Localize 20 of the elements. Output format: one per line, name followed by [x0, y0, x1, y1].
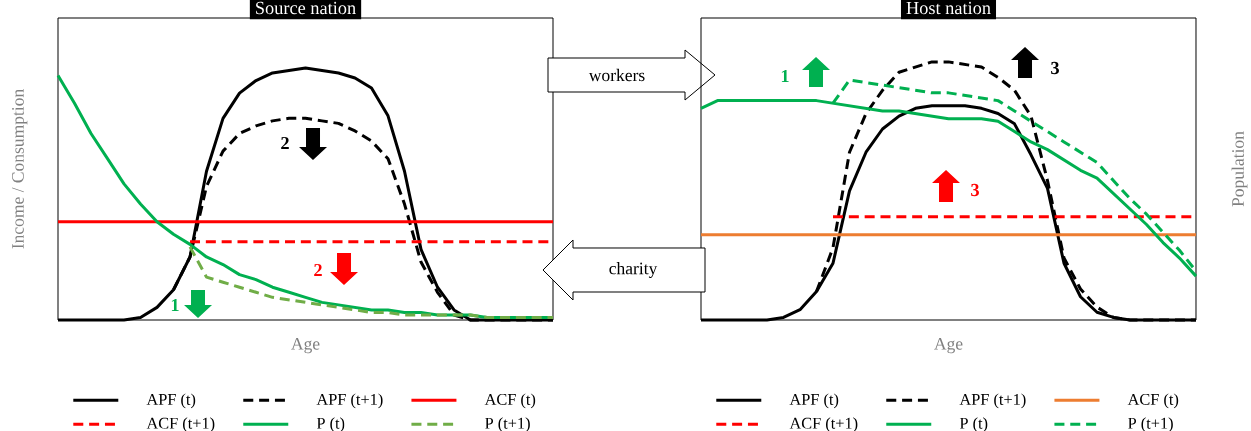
legend-label: APF (t) [789, 393, 839, 409]
legend-label: ACF (t) [1127, 393, 1179, 409]
annotation: 2 [314, 263, 322, 277]
legend-label: APF (t) [146, 393, 196, 409]
x-axis-title: Age [291, 337, 320, 354]
annotation: 1 [171, 298, 179, 312]
legend-label: ACF (t) [484, 393, 536, 409]
y2-axis-title: Population [1231, 131, 1248, 207]
legend-label: APF (t+1) [316, 393, 383, 409]
annotation: 3 [1051, 61, 1059, 75]
legend-label: APF (t+1) [959, 393, 1026, 409]
chart-title: Host nation [906, 1, 991, 15]
y-axis-title: Income / Consumption [12, 89, 28, 249]
annotation: 3 [971, 183, 979, 197]
annotation: 1 [781, 69, 789, 83]
text: charity [609, 262, 658, 278]
x-axis-title: Age [934, 337, 963, 354]
chart-title: Source nation [256, 1, 356, 15]
annotation: 2 [281, 136, 289, 150]
text: workers [588, 68, 645, 82]
